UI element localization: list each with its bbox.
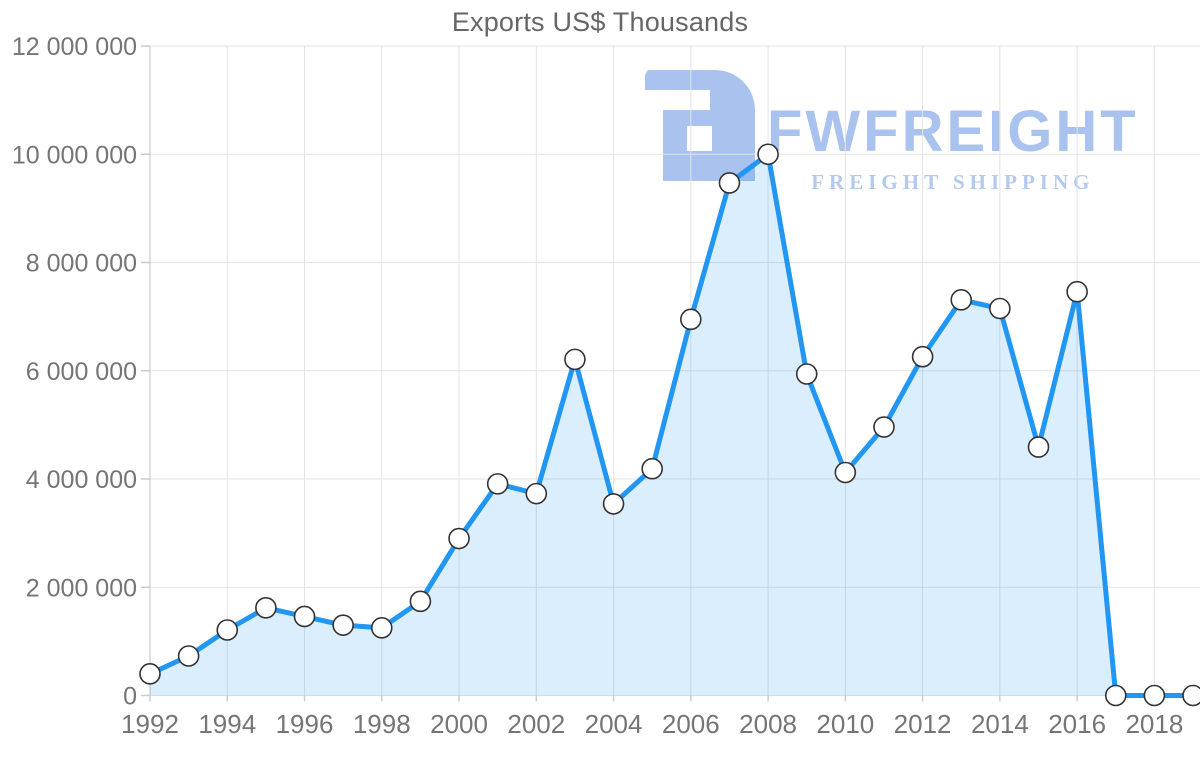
chart-title: Exports US$ Thousands (451, 7, 749, 37)
data-point-marker (409, 590, 432, 613)
data-point-marker (448, 527, 470, 550)
data-point-marker (795, 363, 818, 385)
data-point-marker (1066, 280, 1088, 303)
y-tick-label: 8 000 000 (26, 250, 137, 278)
data-point-marker (1027, 436, 1050, 458)
x-axis-labels: 1992 1994 1996 1998 2000 2002 2004 2006 2008 2010… (121, 709, 1183, 739)
x-tick-label: 2002 (507, 709, 565, 739)
area-fill (150, 154, 1194, 696)
x-tick-marks (149, 695, 1156, 702)
data-point-marker (873, 416, 895, 438)
series-line (147, 151, 1196, 698)
x-tick-label: 2016 (1048, 709, 1106, 739)
x-tick-label: 1996 (276, 709, 334, 739)
y-tick-label: 4 000 000 (26, 466, 137, 494)
x-tick-label: 2000 (430, 709, 488, 739)
data-point-marker (989, 297, 1011, 320)
y-tick-label: 2 000 000 (26, 574, 137, 602)
y-tick-label: 10 000 000 (12, 141, 137, 169)
data-point-marker (293, 605, 316, 628)
x-tick-label: 2010 (816, 709, 874, 739)
data-point-marker (139, 663, 161, 685)
data-point-marker (1143, 684, 1166, 707)
data-point-marker (680, 308, 702, 331)
data-points (139, 143, 1200, 707)
x-tick-label: 1994 (198, 709, 256, 739)
y-tick-label: 0 (123, 683, 137, 711)
data-point-marker (216, 619, 239, 641)
x-tick-label: 1992 (121, 709, 179, 739)
data-point-marker (1182, 684, 1200, 707)
x-tick-label: 1998 (353, 709, 411, 739)
data-point-marker (1104, 684, 1127, 707)
y-tick-marks (141, 45, 150, 697)
y-tick-label: 12 000 000 (12, 33, 137, 61)
data-point-marker (564, 348, 586, 371)
data-point-marker (911, 345, 934, 368)
x-tick-label: 2014 (971, 709, 1029, 739)
data-point-marker (718, 172, 741, 194)
data-point-marker (641, 457, 663, 480)
data-point-marker (255, 597, 277, 619)
y-tick-label: 6 000 000 (26, 358, 137, 386)
data-point-marker (950, 289, 973, 311)
data-point-marker (757, 143, 779, 166)
x-tick-label: 2006 (662, 709, 720, 739)
data-point-marker (332, 614, 354, 636)
x-tick-label: 2012 (894, 709, 952, 739)
x-tick-label: 2004 (585, 709, 643, 739)
y-gridlines (150, 45, 1200, 696)
x-tick-label: 2008 (739, 709, 797, 739)
data-point-marker (486, 473, 509, 495)
data-point-marker (177, 645, 200, 667)
data-point-marker (834, 461, 857, 484)
data-point-marker (370, 617, 393, 639)
x-tick-label: 2018 (1125, 709, 1183, 739)
y-axis-labels: 0 2 000 000 4 000 000 6 000 000 8 000 000 10 … (12, 33, 137, 711)
data-point-marker (525, 482, 548, 505)
data-point-marker (602, 493, 625, 515)
